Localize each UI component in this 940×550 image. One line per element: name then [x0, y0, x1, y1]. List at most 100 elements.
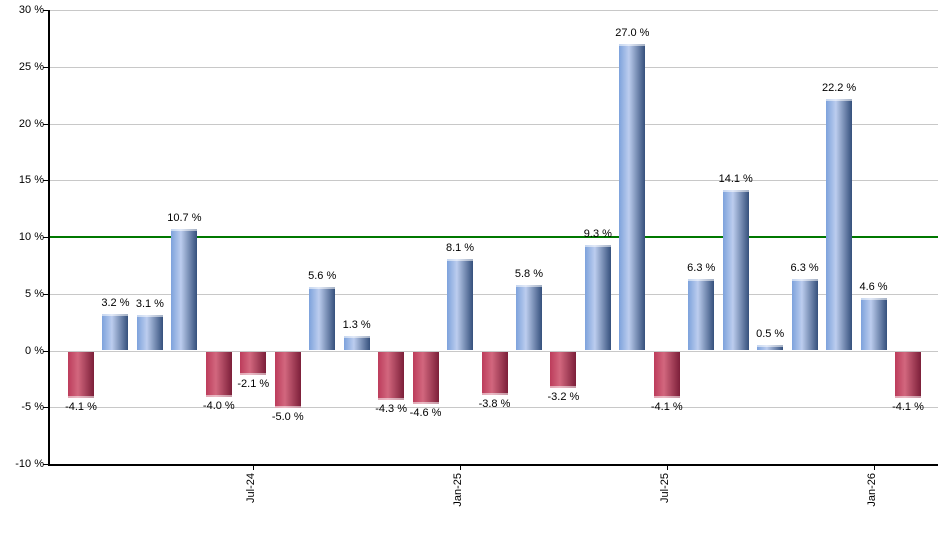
y-tick: [43, 350, 48, 352]
bar-end-cap: [343, 335, 370, 338]
bar-value-label: -4.0 %: [202, 399, 235, 412]
bar-end-cap: [240, 373, 267, 376]
bar-negative: [412, 351, 439, 404]
y-grid-line: [50, 407, 938, 409]
bar-end-cap: [722, 190, 749, 193]
bar-end-cap: [757, 344, 784, 347]
bar-value-label: -5.0 %: [271, 411, 304, 424]
x-axis-line: [48, 464, 938, 466]
y-axis-label: 10 %: [18, 231, 44, 243]
bar-end-cap: [860, 298, 887, 301]
bar-value-label: 5.8 %: [514, 267, 544, 280]
x-axis-label: Jan-26: [865, 473, 878, 507]
x-tick: [873, 464, 875, 470]
bar-end-cap: [274, 406, 301, 409]
bar-end-cap: [584, 244, 611, 247]
y-tick: [43, 66, 48, 68]
bar-positive: [102, 314, 129, 351]
bar-value-label: 14.1 %: [718, 173, 753, 186]
bar-end-cap: [481, 392, 508, 395]
bar-negative: [68, 351, 94, 399]
bar-end-cap: [895, 396, 921, 399]
bar-negative: [378, 351, 405, 401]
x-axis-label: Jan-25: [452, 473, 465, 507]
bar-value-label: 9.3 %: [583, 227, 612, 240]
bar-positive: [860, 298, 887, 351]
y-axis-label: 30 %: [18, 4, 44, 16]
bar-end-cap: [68, 396, 94, 399]
bar-end-cap: [791, 278, 818, 281]
bar-value-label: 22.2 %: [821, 81, 857, 94]
x-axis-label: Jul-24: [245, 473, 258, 503]
bar-end-cap: [378, 398, 405, 401]
bar-positive: [136, 315, 163, 351]
bar-value-label: 10.7 %: [167, 212, 202, 225]
bar-value-label: 8.1 %: [445, 241, 475, 254]
y-tick: [43, 123, 48, 125]
bar-value-label: 3.1 %: [135, 298, 164, 311]
bar-value-label: -3.2 %: [547, 390, 580, 403]
bar-value-label: 5.6 %: [308, 269, 337, 282]
bar-positive: [791, 278, 818, 351]
y-tick: [43, 407, 48, 409]
bar-end-cap: [826, 98, 853, 101]
y-tick: [43, 464, 48, 465]
x-tick: [253, 464, 255, 470]
bar-value-label: 27.0 %: [615, 27, 650, 40]
bar-value-label: -3.8 %: [478, 397, 511, 410]
y-tick: [43, 237, 48, 238]
bar-value-label: -2.1 %: [237, 378, 270, 391]
y-axis-label: 25 %: [18, 60, 44, 73]
bar-value-label: -4.1 %: [892, 401, 924, 414]
y-grid-line: [50, 350, 938, 352]
bar-negative: [653, 351, 680, 399]
y-axis-line: [48, 10, 50, 466]
bar-value-label: 4.6 %: [859, 281, 888, 294]
bar-positive: [447, 258, 474, 351]
x-tick: [460, 464, 462, 470]
y-grid-line: [50, 66, 938, 68]
bar-positive: [619, 44, 646, 351]
bar-end-cap: [550, 385, 577, 388]
bar-negative: [240, 351, 267, 376]
y-axis-label: -10 %: [15, 458, 44, 470]
bar-value-label: -4.3 %: [375, 403, 408, 416]
bar-positive: [515, 284, 542, 351]
y-axis-label: -5 %: [21, 401, 44, 414]
y-tick: [43, 293, 48, 295]
x-tick: [666, 464, 668, 470]
bar-negative: [550, 351, 577, 388]
bar-end-cap: [653, 396, 680, 399]
y-grid-line: [50, 180, 938, 182]
bar-value-label: 6.3 %: [790, 261, 819, 274]
bar-end-cap: [102, 314, 129, 317]
bar-value-label: -4.6 %: [409, 406, 442, 419]
bar-end-cap: [447, 258, 474, 261]
bar-value-label: 0.5 %: [756, 327, 785, 340]
bar-negative: [895, 351, 921, 399]
bar-positive: [722, 190, 749, 351]
bar-end-cap: [515, 284, 542, 287]
y-grid-line: [50, 293, 938, 295]
bar-positive: [584, 244, 611, 351]
bar-end-cap: [309, 286, 336, 289]
x-axis-label: Jul-25: [658, 473, 671, 503]
bar-positive: [343, 335, 370, 351]
bar-value-label: 1.3 %: [342, 318, 371, 331]
y-grid-line: [50, 10, 938, 11]
y-axis-label: 15 %: [18, 174, 44, 187]
bar-end-cap: [619, 44, 646, 47]
y-axis-label: 20 %: [18, 117, 44, 130]
y-axis-label: 0 %: [25, 344, 44, 357]
bar-positive: [826, 98, 853, 351]
bar-end-cap: [171, 229, 198, 232]
bar-value-label: 3.2 %: [101, 297, 130, 310]
y-tick: [43, 180, 48, 182]
bar-end-cap: [136, 315, 163, 318]
bar-negative: [481, 351, 508, 395]
bar-value-label: -4.1 %: [65, 401, 97, 414]
y-tick: [43, 10, 48, 11]
y-axis-label: 5 %: [25, 287, 44, 300]
bar-end-cap: [205, 394, 232, 397]
